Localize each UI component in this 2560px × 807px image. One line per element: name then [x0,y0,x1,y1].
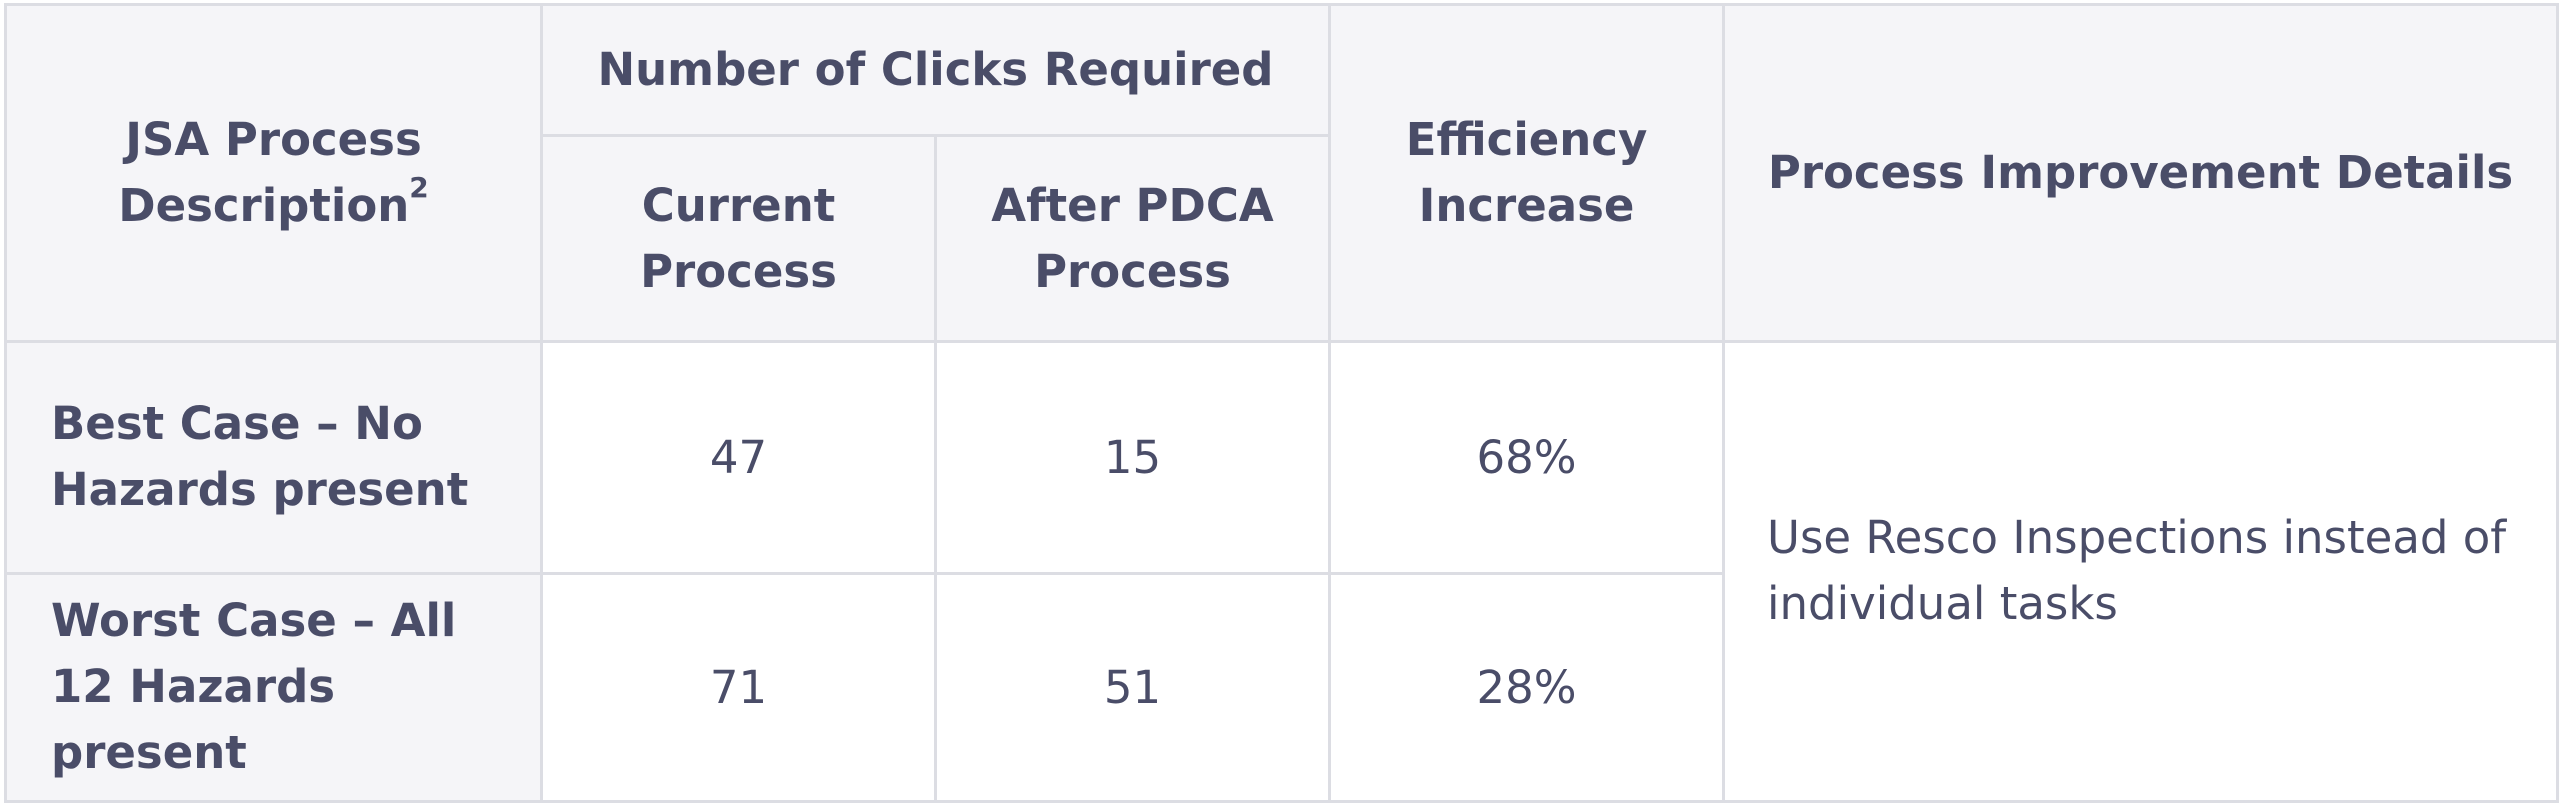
comparison-table: JSA Process Description2 Number of Click… [4,2,2560,804]
header-description: JSA Process Description2 [4,3,543,343]
header-description-text: JSA Process Description [118,112,422,232]
header-description-footnote: 2 [409,170,429,204]
after-clicks-cell: 15 [933,339,1332,575]
after-clicks-cell: 51 [933,571,1332,804]
row-label: Best Case – No Hazards present [4,339,543,575]
header-row-top: JSA Process Description2 Number of Click… [4,2,2560,343]
header-clicks-group: Number of Clicks Required [539,2,1332,138]
row-label: Worst Case – All 12 Hazards present [4,571,543,804]
header-details: Process Improvement Details [1722,3,2560,343]
current-clicks-cell: 71 [540,571,937,804]
header-after: After PDCA Process [933,134,1332,343]
table-row: Best Case – No Hazards present 47 15 68%… [4,339,2560,804]
header-row-sub: Current Process After PDCA Process [6,134,2558,343]
table-row: Worst Case – All 12 Hazards present 71 5… [4,571,2558,804]
header-efficiency: Efficiency Increase [1328,3,1726,343]
efficiency-cell: 68% [1328,339,1726,575]
header-current: Current Process [540,134,937,343]
improvement-details-cell: Use Resco Inspections instead of individ… [1722,339,2560,804]
efficiency-cell: 28% [1328,571,1726,804]
current-clicks-cell: 47 [540,339,937,575]
